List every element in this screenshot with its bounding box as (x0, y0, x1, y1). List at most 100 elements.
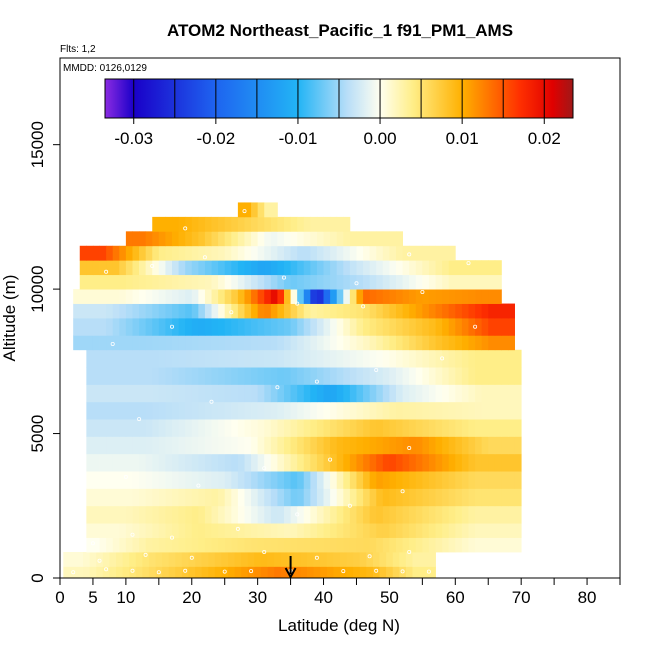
heat-cell (125, 505, 133, 524)
heat-cell (119, 367, 127, 385)
heat-cell (356, 289, 364, 304)
heat-cell (152, 349, 160, 368)
heat-cell (92, 245, 100, 261)
heat-cell (86, 349, 94, 368)
heat-cell (211, 231, 219, 247)
heat-cell (435, 260, 443, 276)
heat-cell (139, 505, 147, 524)
heat-cell (402, 335, 410, 351)
heat-cell (376, 488, 384, 507)
heat-cell (76, 566, 84, 579)
heat-cell (284, 367, 291, 385)
sample-marker (169, 535, 174, 540)
heat-cell (139, 335, 147, 351)
heat-cell (389, 505, 397, 524)
heat-cell (376, 523, 384, 538)
heat-cell (448, 419, 456, 437)
heat-cell (369, 537, 377, 553)
heat-cell (244, 335, 252, 351)
heat-cell (488, 274, 496, 290)
heat-cell (198, 260, 206, 276)
heat-cell (336, 303, 344, 319)
sample-marker (150, 263, 155, 268)
heat-cell (165, 349, 173, 368)
heat-cell (231, 318, 239, 336)
heat-cell (369, 245, 377, 261)
heat-cell (428, 453, 436, 472)
heat-cell (211, 245, 219, 261)
heat-cell (224, 505, 232, 524)
heat-cell (419, 552, 427, 567)
heat-cell (333, 552, 341, 567)
heat-cell (125, 471, 133, 489)
heat-cell (422, 537, 430, 553)
heat-cell (455, 318, 463, 336)
heat-cell (172, 349, 179, 368)
heat-cell (435, 367, 443, 385)
heat-cell (119, 274, 127, 290)
heat-cell (211, 216, 219, 232)
heat-cell (475, 537, 483, 553)
heat-cell (363, 401, 371, 420)
heat-cell (158, 245, 166, 261)
heat-cell (488, 471, 496, 489)
heat-cell (264, 289, 272, 304)
heat-cell (494, 318, 502, 336)
heat-cell (277, 367, 285, 385)
heat-cell (185, 303, 193, 319)
heat-cell (237, 505, 245, 524)
heat-cell (106, 401, 114, 420)
heat-cell (316, 318, 324, 336)
heat-cell (330, 523, 338, 538)
heat-cell (455, 303, 463, 319)
heat-cell (415, 488, 423, 507)
heat-cell (231, 216, 239, 232)
heat-cell (109, 552, 117, 567)
heat-cell (132, 488, 140, 507)
heat-cell (356, 401, 364, 420)
heat-cell (343, 401, 351, 420)
heat-cell (369, 367, 377, 385)
heat-cell (125, 419, 133, 437)
heat-cell (323, 419, 331, 437)
heat-cell (376, 274, 384, 290)
heat-cell (349, 231, 357, 247)
heat-cell (99, 537, 107, 553)
heat-cell (198, 245, 206, 261)
heat-cell (257, 471, 265, 489)
heat-cell (336, 505, 344, 524)
heat-cell (152, 523, 160, 538)
sample-marker (235, 526, 240, 531)
heat-cell (442, 274, 450, 290)
heat-cell (224, 384, 232, 403)
heat-cell (303, 537, 311, 553)
heat-cell (284, 318, 291, 336)
heat-cell (185, 274, 193, 290)
heat-cell (191, 335, 199, 351)
heat-cell (369, 335, 377, 351)
heat-cell (122, 552, 130, 567)
heat-cell (125, 488, 133, 507)
heat-cell (211, 453, 219, 472)
heat-cell (396, 523, 403, 538)
heat-cell (494, 419, 502, 437)
heat-cell (343, 471, 351, 489)
heat-cell (244, 471, 252, 489)
heat-cell (231, 505, 239, 524)
heat-cell (198, 523, 206, 538)
heat-cell (389, 471, 397, 489)
heat-cell (349, 335, 357, 351)
heat-cell (369, 260, 377, 276)
heat-cell (376, 335, 384, 351)
heat-cell (481, 419, 489, 437)
heat-cell (323, 523, 331, 538)
heat-cell (191, 289, 199, 304)
heat-cell (501, 401, 509, 420)
heat-cell (389, 289, 397, 304)
heat-cell (99, 453, 107, 472)
heat-cell (204, 505, 212, 524)
heat-cell (343, 289, 351, 304)
heat-cell (106, 436, 114, 455)
heat-cell (172, 436, 179, 455)
heat-cell (494, 505, 502, 524)
